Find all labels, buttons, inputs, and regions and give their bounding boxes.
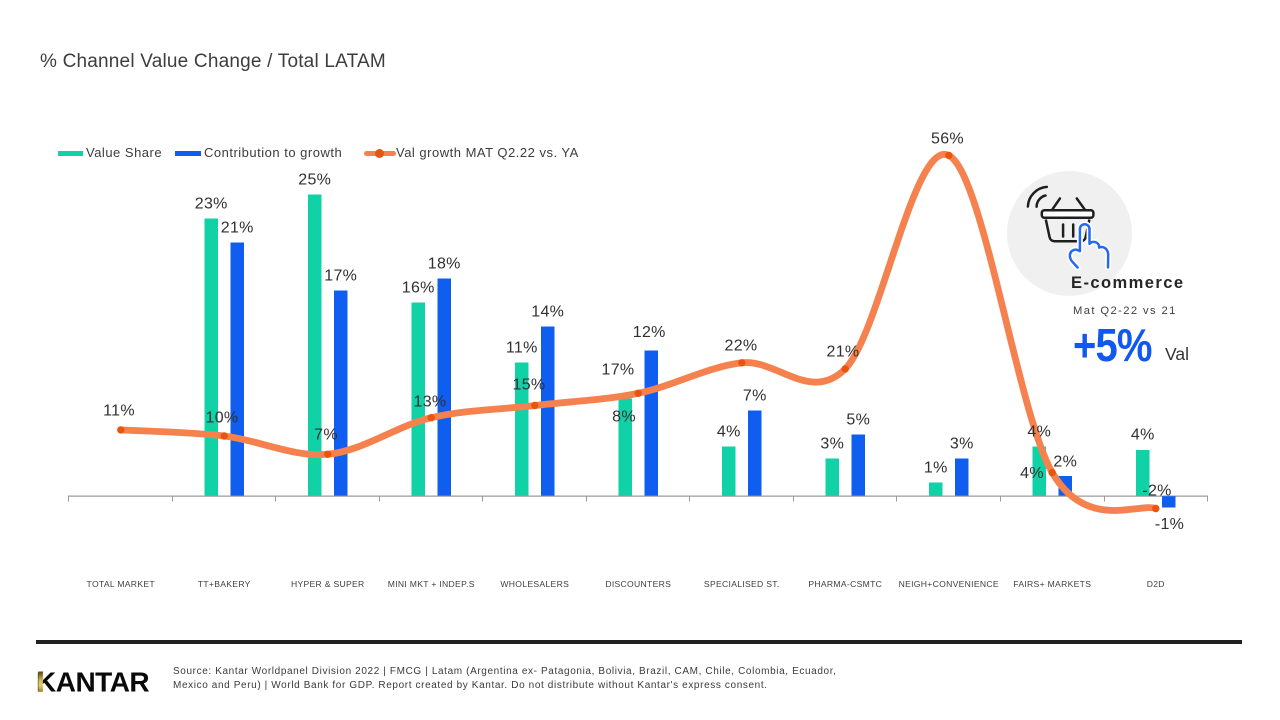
svg-text:HYPER & SUPER: HYPER & SUPER: [291, 579, 365, 589]
svg-text:1%: 1%: [924, 459, 948, 476]
svg-text:NEIGH+CONVENIENCE: NEIGH+CONVENIENCE: [899, 579, 999, 589]
svg-text:TT+BAKERY: TT+BAKERY: [198, 579, 251, 589]
svg-text:14%: 14%: [531, 303, 564, 320]
svg-text:TOTAL MARKET: TOTAL MARKET: [87, 579, 156, 589]
svg-text:18%: 18%: [428, 255, 461, 272]
svg-text:3%: 3%: [950, 435, 974, 452]
svg-text:PHARMA-CSMTC: PHARMA-CSMTC: [808, 579, 882, 589]
svg-text:16%: 16%: [402, 279, 435, 296]
svg-text:17%: 17%: [602, 361, 635, 378]
svg-text:7%: 7%: [743, 387, 767, 404]
svg-text:15%: 15%: [513, 376, 546, 393]
svg-text:SPECIALISED ST.: SPECIALISED ST.: [704, 579, 780, 589]
svg-text:11%: 11%: [506, 339, 538, 356]
svg-text:21%: 21%: [827, 343, 860, 360]
svg-text:13%: 13%: [414, 393, 447, 410]
svg-text:8%: 8%: [612, 408, 636, 425]
svg-text:3%: 3%: [820, 435, 844, 452]
svg-text:10%: 10%: [206, 409, 239, 426]
svg-text:KANTAR: KANTAR: [36, 667, 149, 698]
svg-text:25%: 25%: [298, 171, 331, 188]
svg-text:56%: 56%: [931, 130, 964, 147]
svg-text:-1%: -1%: [1155, 516, 1184, 533]
svg-text:D2D: D2D: [1147, 579, 1165, 589]
svg-text:WHOLESALERS: WHOLESALERS: [500, 579, 569, 589]
svg-text:11%: 11%: [103, 402, 135, 419]
svg-text:17%: 17%: [324, 267, 357, 284]
svg-text:23%: 23%: [195, 195, 228, 212]
svg-text:22%: 22%: [725, 337, 758, 354]
svg-text:4%: 4%: [1020, 465, 1044, 482]
svg-text:4%: 4%: [1131, 426, 1155, 443]
svg-text:4%: 4%: [1027, 423, 1051, 440]
svg-text:2%: 2%: [1053, 453, 1077, 470]
svg-text:DISCOUNTERS: DISCOUNTERS: [605, 579, 671, 589]
svg-text:7%: 7%: [314, 426, 338, 443]
svg-text:FAIRS+ MARKETS: FAIRS+ MARKETS: [1013, 579, 1091, 589]
svg-text:4%: 4%: [717, 423, 741, 440]
svg-text:21%: 21%: [221, 219, 254, 236]
svg-text:MINI MKT + INDEP.S: MINI MKT + INDEP.S: [388, 579, 475, 589]
svg-text:5%: 5%: [846, 411, 870, 428]
svg-text:12%: 12%: [633, 324, 666, 341]
svg-text:-2%: -2%: [1142, 482, 1171, 499]
